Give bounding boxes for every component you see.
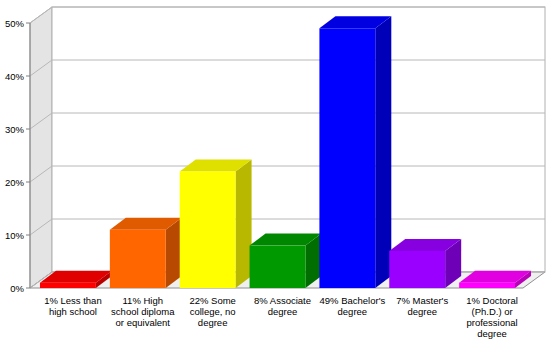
grid-line [30, 60, 545, 76]
grid-line [30, 7, 545, 23]
bar-group [319, 16, 391, 288]
x-tick-label: 11% High school diploma or equivalent [109, 295, 177, 328]
tick-mark [26, 76, 30, 77]
bar-group [110, 218, 182, 288]
y-tick-label: 20% [5, 177, 25, 188]
x-tick-label: 1% Doctoral (Ph.D.) or professional degr… [458, 295, 526, 339]
bar [110, 230, 166, 288]
grid-line [30, 113, 545, 129]
x-tick-label: 1% Less than high school [39, 295, 107, 317]
bar [180, 171, 236, 288]
tick-mark [26, 182, 30, 183]
x-tick-label: 49% Bachelor's degree [318, 295, 386, 317]
y-tick-label: 10% [5, 230, 25, 241]
bar [459, 283, 515, 288]
bar [319, 28, 375, 288]
chart-root: 0% 10% 20% 30% 40% 50% 1% Less than high scho… [0, 0, 550, 350]
tick-mark [26, 23, 30, 24]
bar-group [40, 271, 112, 288]
bar-group [250, 234, 322, 288]
bar-top [459, 271, 531, 283]
tick-mark [26, 235, 30, 236]
bar-top [40, 271, 112, 283]
x-tick-label: 8% Associate degree [249, 295, 317, 317]
bar-top [389, 239, 461, 251]
tick-mark [26, 129, 30, 130]
y-tick-label: 40% [5, 71, 25, 82]
bar-top [110, 218, 182, 230]
bar-side [236, 159, 252, 288]
grid-line [30, 166, 545, 182]
y-tick-label: 30% [5, 124, 25, 135]
bar-side [166, 218, 182, 288]
grid-line [30, 219, 545, 235]
bar-side [375, 16, 391, 288]
x-tick-label: 22% Some college, no degree [179, 295, 247, 328]
bars [40, 16, 531, 288]
bar-top [180, 159, 252, 171]
bar-group [180, 159, 252, 288]
tick-mark [26, 288, 30, 289]
side-wall [30, 7, 52, 288]
bar-top [319, 16, 391, 28]
y-tick-label: 0% [10, 283, 24, 294]
bar [389, 251, 445, 288]
bar-group [389, 239, 461, 288]
bar-group [459, 271, 531, 288]
bar [40, 283, 96, 288]
y-tick-label: 50% [5, 18, 25, 29]
x-tick-label: 7% Master's degree [388, 295, 456, 317]
y-axis-line [30, 23, 31, 288]
bar-top [250, 234, 322, 246]
bar [250, 246, 306, 288]
